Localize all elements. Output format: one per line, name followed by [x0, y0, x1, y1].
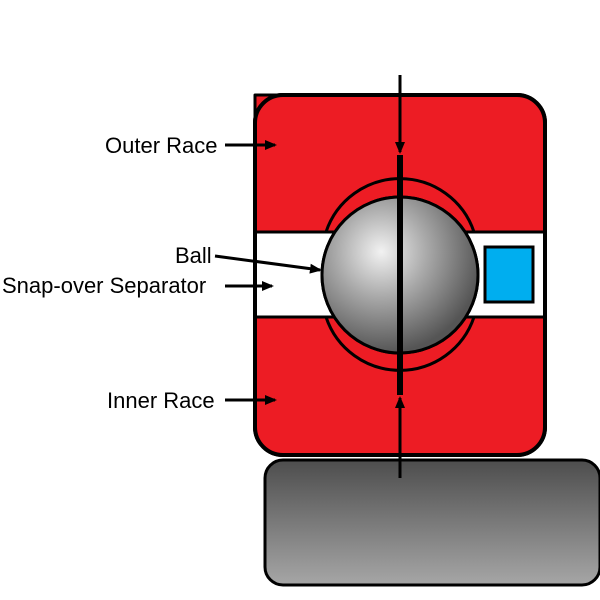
label-inner-race: Inner Race	[107, 388, 215, 414]
label-ball: Ball	[175, 243, 212, 269]
label-separator: Snap-over Separator	[2, 273, 206, 299]
shaft-block	[265, 460, 600, 585]
bearing-diagram	[0, 0, 600, 600]
label-outer-race: Outer Race	[105, 133, 218, 159]
separator-strip	[485, 247, 533, 302]
